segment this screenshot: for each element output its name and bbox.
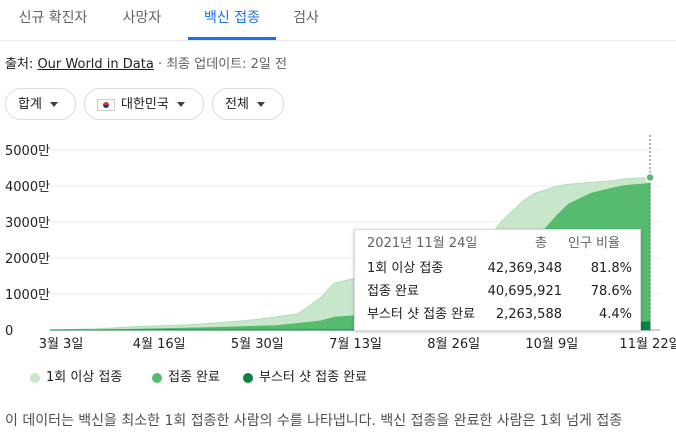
legend-fully-vaccinated[interactable]: 접종 완료 [152, 366, 220, 385]
x-tick-label: 4월 16일 [133, 337, 186, 352]
tab-tests[interactable]: 검사 [293, 10, 319, 26]
measure-value: 합계 [18, 97, 42, 112]
tab-vaccination[interactable]: 백신 접종 [188, 0, 276, 40]
legend-dot [30, 372, 40, 383]
legend-label: 접종 완료 [168, 370, 220, 385]
tooltip-total: 40,695,921 [487, 284, 562, 299]
scope-dropdown[interactable]: 전체 [212, 88, 284, 120]
country-dropdown[interactable]: 대한민국 [84, 88, 204, 120]
y-tick-label: 3000만 [5, 216, 50, 231]
description-text: 이 데이터는 백신을 최소한 1회 접종한 사람의 수를 나타냅니다. 백신 접… [5, 413, 623, 429]
tab-new-cases[interactable]: 신규 확진자 [18, 10, 88, 26]
tooltip-col-ratio: 인구 비율 [568, 236, 620, 251]
legend-booster[interactable]: 부스터 샷 접종 완료 [243, 366, 367, 385]
x-tick-label: 3월 3일 [39, 337, 84, 352]
tooltip-ratio: 78.6% [590, 284, 632, 299]
legend-dot [243, 372, 253, 383]
x-tick-label: 8월 26일 [427, 337, 480, 352]
hover-point [645, 172, 655, 183]
tooltip-label: 부스터 샷 접종 완료 [367, 307, 476, 322]
source-line: 출처: Our World in Data · 최종 업데이트: 2일 전 [5, 53, 287, 72]
tooltip-label: 1회 이상 접종 [367, 261, 444, 276]
legend-label: 부스터 샷 접종 완료 [259, 370, 368, 385]
x-tick-label: 5월 30일 [231, 337, 284, 352]
y-tick-label: 5000만 [5, 144, 50, 159]
tooltip-row: 1회 이상 접종 42,369,348 81.8% [367, 259, 632, 279]
korea-flag-icon [97, 98, 115, 111]
chevron-down-icon [176, 102, 185, 107]
tooltip-total: 2,263,588 [495, 307, 562, 322]
tooltip-col-total: 총 [535, 236, 547, 251]
measure-dropdown[interactable]: 합계 [5, 88, 76, 120]
tab-bar: 신규 확진자 사망자 백신 접종 검사 [0, 0, 676, 41]
chevron-down-icon [256, 102, 265, 107]
legend-dot [152, 372, 162, 383]
chart-tooltip: 2021년 11월 24일 총 인구 비율 1회 이상 접종 42,369,34… [354, 229, 641, 331]
y-tick-label: 0 [5, 324, 13, 339]
tooltip-row: 부스터 샷 접종 완료 2,263,588 4.4% [367, 305, 632, 325]
x-tick-label: 7월 13일 [329, 337, 382, 352]
legend-label: 1회 이상 접종 [46, 370, 123, 385]
y-tick-label: 2000만 [5, 252, 50, 267]
country-value: 대한민국 [121, 97, 169, 112]
tooltip-total: 42,369,348 [487, 261, 562, 276]
x-tick-label: 10월 9일 [525, 337, 578, 352]
tooltip-ratio: 4.4% [598, 307, 632, 322]
update-info: · 최종 업데이트: 2일 전 [157, 57, 287, 72]
tooltip-date: 2021년 11월 24일 [367, 236, 478, 251]
chevron-down-icon [49, 102, 58, 107]
legend-first-dose[interactable]: 1회 이상 접종 [30, 366, 122, 385]
source-prefix: 출처: [5, 57, 34, 72]
tooltip-ratio: 81.8% [590, 261, 632, 276]
tooltip-row: 접종 완료 40,695,921 78.6% [367, 282, 632, 302]
x-tick-label: 11월 22일 [619, 337, 676, 352]
scope-value: 전체 [225, 97, 249, 112]
tab-deaths[interactable]: 사망자 [122, 10, 162, 26]
y-tick-label: 4000만 [5, 180, 50, 195]
y-tick-label: 1000만 [5, 288, 50, 303]
source-link[interactable]: Our World in Data [37, 57, 154, 72]
tooltip-label: 접종 완료 [367, 284, 419, 299]
